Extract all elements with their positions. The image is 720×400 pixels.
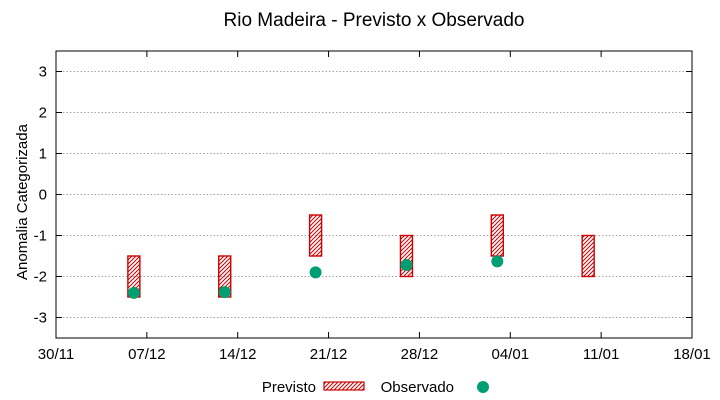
y-tick-label: 2 bbox=[39, 105, 47, 122]
x-tick-label: 21/12 bbox=[310, 346, 348, 363]
y-axis: 3 2 1 0 -1 -2 -3 bbox=[34, 64, 692, 327]
x-tick-label: 18/01 bbox=[673, 346, 711, 363]
x-axis: 30/11 07/12 14/12 21/12 28/12 04/01 11/01 18/01 bbox=[38, 51, 711, 363]
x-tick-label: 28/12 bbox=[401, 346, 439, 363]
y-tick-label: 0 bbox=[39, 187, 47, 204]
y-tick-label: -3 bbox=[34, 310, 47, 327]
legend-label-previsto: Previsto bbox=[262, 379, 316, 396]
legend: Previsto Observado bbox=[262, 379, 489, 396]
observado-point bbox=[127, 286, 140, 299]
observado-point bbox=[309, 266, 322, 279]
observado-point bbox=[491, 255, 504, 268]
x-tick-label: 04/01 bbox=[492, 346, 530, 363]
legend-label-observado: Observado bbox=[381, 379, 454, 396]
plot-area-border bbox=[55, 50, 693, 339]
legend-marker-observado bbox=[477, 381, 489, 393]
y-axis-label: Anomalia Categorizada bbox=[14, 123, 31, 280]
observado-point bbox=[218, 286, 231, 299]
x-tick-label: 14/12 bbox=[219, 346, 257, 363]
chart-title: Rio Madeira - Previsto x Observado bbox=[224, 10, 525, 31]
previsto-range-box bbox=[490, 214, 505, 257]
y-tick-label: -1 bbox=[34, 228, 47, 245]
y-tick-label: -2 bbox=[34, 269, 47, 286]
previsto-range-box bbox=[581, 234, 595, 278]
previsto-range-box bbox=[308, 214, 323, 257]
legend-swatch-previsto bbox=[323, 381, 365, 391]
x-tick-label: 07/12 bbox=[128, 346, 166, 363]
x-tick-label: 30/11 bbox=[38, 346, 74, 363]
y-tick-label: 3 bbox=[39, 64, 47, 81]
observado-point bbox=[400, 259, 413, 272]
y-tick-label: 1 bbox=[39, 146, 47, 163]
data-marks bbox=[127, 214, 595, 299]
x-tick-label: 11/01 bbox=[583, 346, 619, 363]
gridlines bbox=[56, 71, 692, 318]
